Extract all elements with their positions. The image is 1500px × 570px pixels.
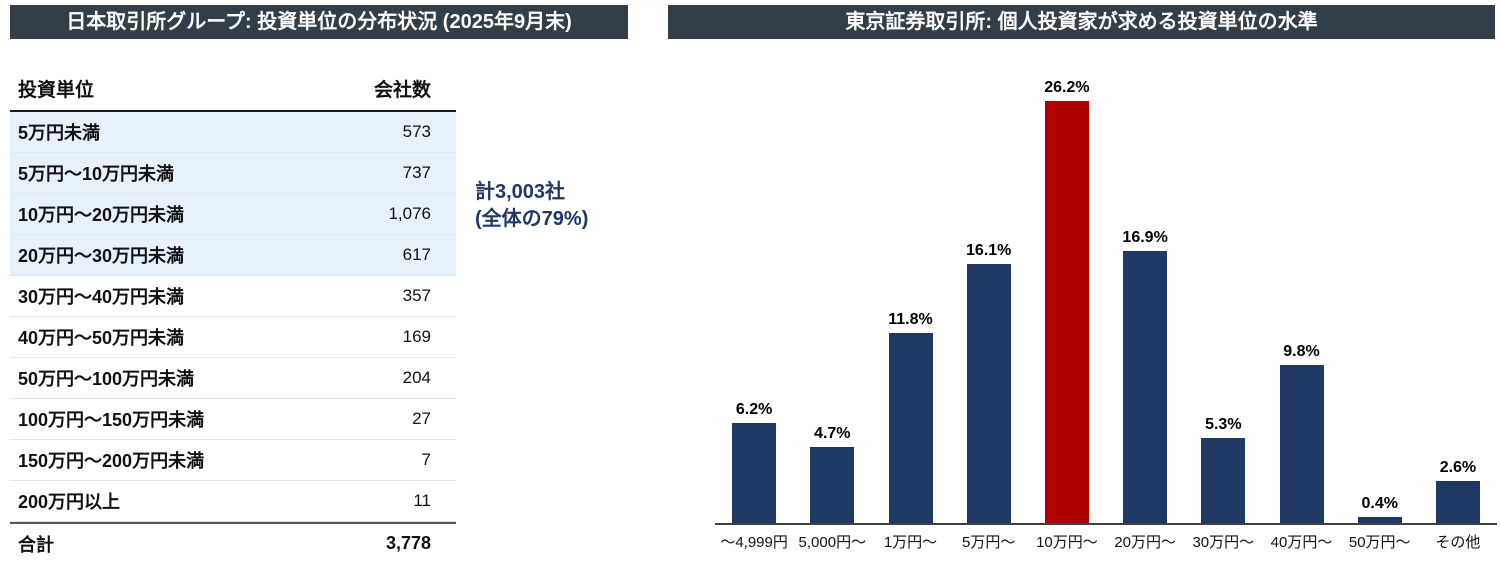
x-axis-tick-label: 30万円〜 xyxy=(1192,534,1255,551)
table-row: 30万円〜40万円未満 357 xyxy=(10,276,456,317)
right-panel-title: 東京証券取引所: 個人投資家が求める投資単位の水準 xyxy=(668,5,1495,39)
x-axis-tick-label: 40万円〜 xyxy=(1270,534,1333,551)
row-label: 50万円〜100万円未満 xyxy=(18,369,195,389)
row-label: 5万円未満 xyxy=(18,123,101,143)
total-value: 3,778 xyxy=(385,533,431,553)
x-axis-tick-label: 1万円〜 xyxy=(883,534,938,551)
bar-column: 16.9% xyxy=(1106,100,1184,523)
row-value: 27 xyxy=(412,409,431,428)
x-axis-tick-label: 5万円〜 xyxy=(962,534,1016,551)
row-value: 573 xyxy=(402,122,431,141)
bar-value-label: 0.4% xyxy=(1361,495,1398,512)
row-value: 617 xyxy=(402,245,431,264)
row-label: 5万円〜10万円未満 xyxy=(18,164,175,184)
bar-value-label: 11.8% xyxy=(888,311,933,328)
bar-value-label: 26.2% xyxy=(1044,79,1090,96)
annotation-line1: 計3,003社 xyxy=(475,181,566,203)
row-value: 169 xyxy=(402,327,431,346)
bar-column: 6.2% xyxy=(715,100,793,523)
bar-column: 2.6% xyxy=(1419,100,1497,523)
row-label: 200万円以上 xyxy=(18,492,121,512)
investment-unit-table: 投資単位 会社数 5万円未満 573 5万円〜10万円未満 737 10万円〜2… xyxy=(10,68,456,563)
row-label: 30万円〜40万円未満 xyxy=(18,287,185,307)
table-row: 10万円〜20万円未満 1,076 xyxy=(10,194,456,235)
table-row: 5万円未満 573 xyxy=(10,112,456,153)
table-row: 150万円〜200万円未満 7 xyxy=(10,440,456,481)
annotation-line2: (全体の79%) xyxy=(475,208,589,230)
total-label: 合計 xyxy=(18,534,54,555)
row-label: 10万円〜20万円未満 xyxy=(18,205,185,225)
bar-value-label: 6.2% xyxy=(735,401,773,418)
row-label: 40万円〜50万円未満 xyxy=(18,328,185,348)
table-total-row: 合計 3,778 xyxy=(10,522,456,563)
row-value: 11 xyxy=(413,491,431,510)
bar-column: 9.8% xyxy=(1262,100,1340,523)
bar-column-highlighted: 26.2% xyxy=(1028,79,1106,523)
bar-value-label: 2.6% xyxy=(1439,459,1477,476)
bar xyxy=(732,423,777,523)
row-label: 100万円〜150万円未満 xyxy=(18,410,205,430)
row-label: 20万円〜30万円未満 xyxy=(18,246,185,266)
left-panel-title: 日本取引所グループ: 投資単位の分布状況 (2025年9月末) xyxy=(10,5,628,39)
bar-value-label: 16.9% xyxy=(1122,229,1168,246)
x-axis-tick-label: その他 xyxy=(1435,534,1481,551)
x-axis-tick-label: 10万円〜 xyxy=(1036,534,1098,551)
bar xyxy=(888,333,933,523)
bar-chart: 6.2% 4.7% 11.8% 16.1% 26.2% 16.9% 5.3% 9… xyxy=(715,79,1497,525)
bar-value-label: 4.7% xyxy=(814,425,851,442)
bar-column: 11.8% xyxy=(871,100,949,523)
bar-value-label: 5.3% xyxy=(1205,416,1242,433)
bar xyxy=(1201,438,1246,523)
bar xyxy=(1357,517,1402,523)
bar-value-label: 16.1% xyxy=(966,242,1012,259)
bar-column: 0.4% xyxy=(1341,100,1419,523)
table-row: 20万円〜30万円未満 617 xyxy=(10,235,456,276)
bar xyxy=(966,264,1011,523)
row-value: 357 xyxy=(402,286,431,305)
x-axis-labels: 〜4,999円 5,000円〜 1万円〜 5万円〜 10万円〜 20万円〜 30… xyxy=(715,531,1497,552)
table-row: 5万円〜10万円未満 737 xyxy=(10,153,456,194)
total-companies-annotation: 計3,003社 (全体の79%) xyxy=(475,179,588,233)
bar-column: 16.1% xyxy=(950,100,1028,523)
column-header-unit: 投資単位 xyxy=(18,80,95,101)
bar xyxy=(1279,365,1324,523)
bar xyxy=(1123,251,1168,523)
row-value: 204 xyxy=(402,368,431,387)
bar-column: 4.7% xyxy=(793,100,871,523)
x-axis-tick-label: 5,000円〜 xyxy=(798,534,867,551)
x-axis-tick-label: 20万円〜 xyxy=(1114,534,1176,551)
table-row: 200万円以上 11 xyxy=(10,481,456,522)
row-value: 737 xyxy=(402,163,431,182)
table-row: 40万円〜50万円未満 169 xyxy=(10,317,456,358)
x-axis-tick-label: 〜4,999円 xyxy=(720,534,788,551)
table-header-row: 投資単位 会社数 xyxy=(10,68,456,112)
bar xyxy=(810,447,855,523)
table-row: 50万円〜100万円未満 204 xyxy=(10,358,456,399)
table-row: 100万円〜150万円未満 27 xyxy=(10,399,456,440)
bar xyxy=(1044,101,1089,523)
row-value: 1,076 xyxy=(388,204,431,223)
row-label: 150万円〜200万円未満 xyxy=(18,451,205,471)
bar-column: 5.3% xyxy=(1184,100,1262,523)
bar-value-label: 9.8% xyxy=(1283,343,1320,360)
bar xyxy=(1435,481,1480,523)
row-value: 7 xyxy=(421,450,431,469)
column-header-companies: 会社数 xyxy=(373,80,431,101)
x-axis-tick-label: 50万円〜 xyxy=(1348,534,1411,551)
